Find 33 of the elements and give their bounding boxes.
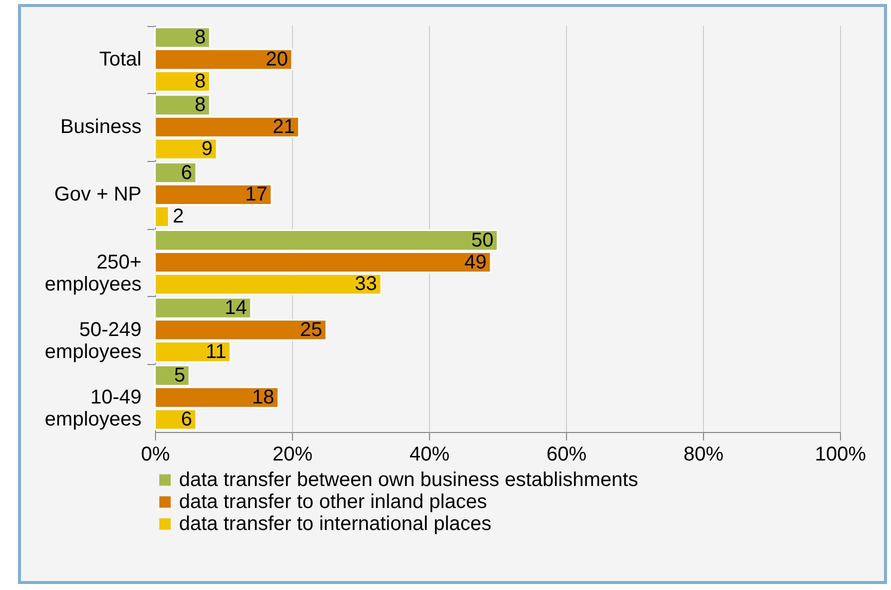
y-tick-label: 10-49 employees: [44, 386, 142, 431]
data-label: 2: [172, 206, 184, 228]
y-tick-label: 250+ employees: [44, 251, 142, 296]
data-label: 8: [194, 70, 206, 92]
legend-label: data transfer between own business establishments: [179, 469, 638, 491]
data-label: 8: [194, 94, 206, 116]
x-tick-label: 40%: [409, 444, 450, 466]
data-label: 6: [180, 408, 192, 430]
x-tick-label: 0%: [141, 444, 170, 466]
data-label: 5: [174, 364, 186, 387]
y-tick-label: 50-249 employees: [44, 318, 142, 363]
data-label: 20: [266, 48, 288, 70]
data-label: 17: [245, 184, 268, 206]
data-label: 50: [471, 229, 494, 252]
data-label: 14: [224, 296, 247, 319]
x-tick-label: 20%: [272, 444, 313, 466]
data-label: 18: [252, 386, 274, 409]
y-tick-label: Business: [60, 116, 142, 138]
y-tick-label: Total: [99, 48, 142, 70]
x-tick-label: 80%: [683, 444, 724, 466]
y-tick-label: Gov + NP: [54, 184, 142, 206]
data-label: 8: [194, 26, 206, 49]
legend-label: data transfer to international places: [179, 513, 492, 535]
data-label: 25: [300, 318, 322, 341]
data-label: 6: [180, 162, 192, 184]
legend-label: data transfer to other inland places: [179, 491, 487, 513]
x-tick-label: 60%: [546, 444, 587, 466]
data-label: 21: [272, 116, 295, 138]
data-label: 11: [206, 340, 226, 363]
data-label: 49: [464, 251, 487, 274]
data-label: 33: [354, 273, 378, 296]
data-label: 9: [202, 138, 213, 160]
x-tick-label: 100%: [814, 444, 866, 466]
